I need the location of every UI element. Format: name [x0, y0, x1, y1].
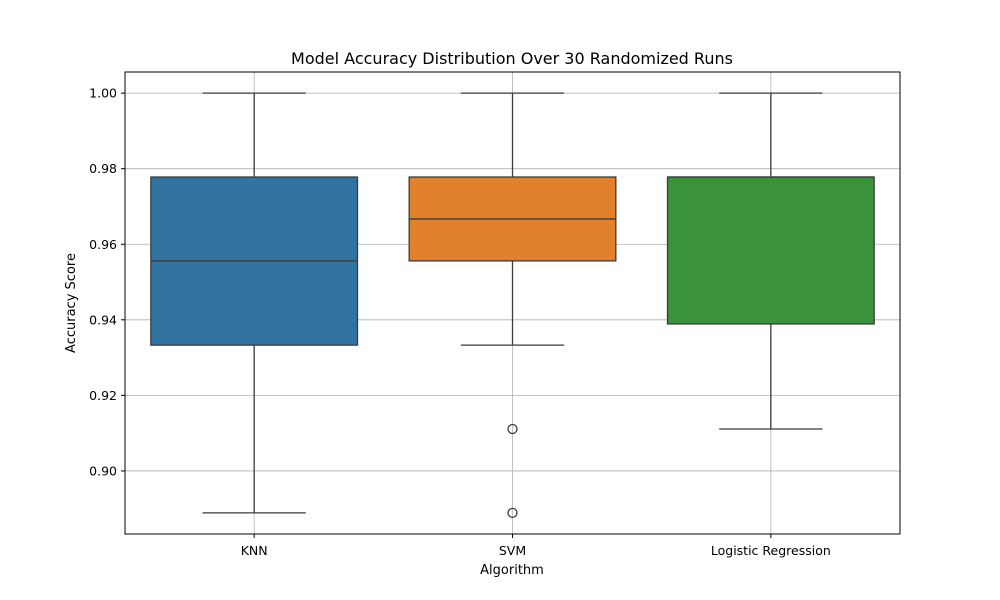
chart-title: Model Accuracy Distribution Over 30 Rand… [291, 49, 733, 68]
iqr-box [666, 176, 875, 325]
y-tick-label: 0.98 [89, 161, 117, 176]
x-tick-label: Logistic Regression [711, 543, 831, 558]
y-tick-label: 1.00 [89, 86, 117, 101]
outlier-point [507, 507, 518, 518]
x-axis-label: Algorithm [480, 563, 544, 578]
y-tick-label: 0.94 [89, 312, 117, 327]
x-tick-label: SVM [499, 543, 526, 558]
boxes [150, 92, 875, 518]
box-svm [408, 92, 617, 518]
x-tick-label: KNN [241, 543, 268, 558]
y-tick-label: 0.90 [89, 463, 117, 478]
y-tick-label: 0.96 [89, 237, 117, 252]
y-tick-label: 0.92 [89, 388, 117, 403]
y-axis-label: Accuracy Score [64, 253, 79, 353]
box-knn [150, 92, 359, 514]
box-logistic-regression [666, 92, 875, 430]
outlier-point [507, 423, 518, 435]
axes: 0.90 0.92 0.94 0.96 0.98 1.00 KNN SVM Logistic R… [89, 86, 831, 558]
